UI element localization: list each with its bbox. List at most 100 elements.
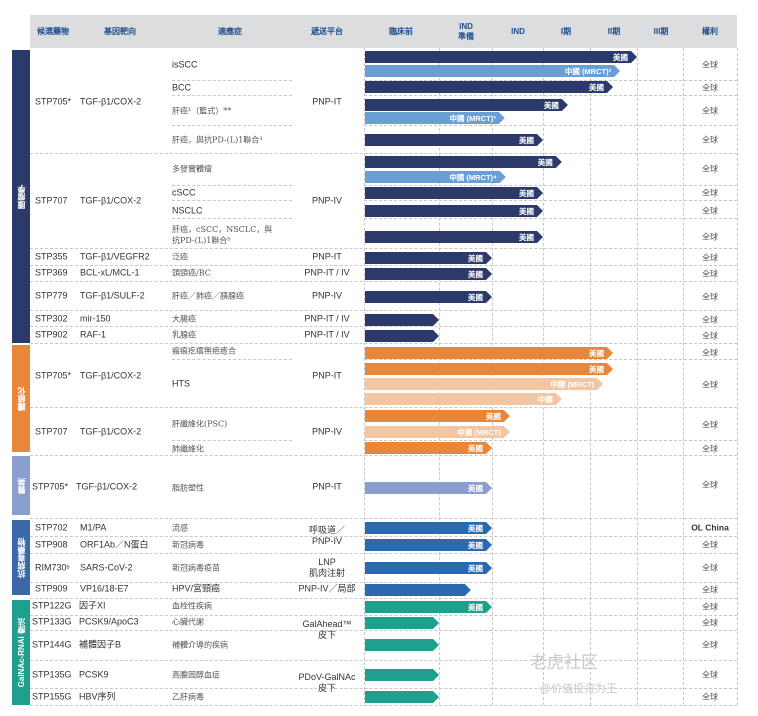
indication: 乳腺癌 bbox=[172, 330, 196, 340]
delivery-platform: PNP-IT / IV bbox=[304, 329, 350, 340]
row-divider bbox=[30, 326, 737, 327]
pipeline-progress-bar: 美國 bbox=[365, 539, 492, 551]
gene-target: TGF-β1/COX-2 bbox=[80, 426, 142, 437]
sub-row-divider bbox=[172, 200, 292, 201]
row-divider bbox=[30, 598, 737, 599]
rights-region: 全球 bbox=[702, 480, 718, 490]
rights-region: 全球 bbox=[702, 540, 718, 550]
candidate-name: STP302 bbox=[35, 313, 68, 324]
delivery-platform: PNP-IV bbox=[311, 195, 343, 206]
indication: 新冠病毒 bbox=[172, 540, 204, 550]
row-divider bbox=[30, 310, 737, 311]
indication: 肝癌，與抗PD-(L)1聯合³ bbox=[172, 135, 263, 145]
category-band: GalNAc-RNAi 療法 bbox=[12, 600, 30, 705]
pipeline-progress-bar bbox=[365, 639, 439, 651]
sub-row-divider bbox=[172, 125, 292, 126]
indication: 肝癌¹（籃式）** bbox=[172, 106, 232, 116]
indication: 補體介導的疾病 bbox=[172, 640, 228, 650]
candidate-name: STP707 bbox=[35, 426, 68, 437]
column-header: I期 bbox=[560, 26, 572, 36]
delivery-platform: 呼吸道／ PNP-IV bbox=[308, 525, 346, 546]
grid-line-vertical bbox=[737, 48, 738, 705]
candidate-name: STP369 bbox=[35, 267, 68, 278]
column-header: 遞送平台 bbox=[311, 26, 343, 36]
rights-region: 全球 bbox=[702, 292, 718, 302]
row-divider bbox=[30, 630, 737, 631]
candidate-name: STP902 bbox=[35, 329, 68, 340]
rights-region: 全球 bbox=[702, 420, 718, 430]
sub-row-divider bbox=[364, 80, 737, 81]
gene-target: TGF-β1/VEGFR2 bbox=[80, 251, 150, 262]
category-band: 纖維化 bbox=[12, 345, 30, 452]
pipeline-progress-bar: 美國 bbox=[365, 134, 543, 146]
indication: 頭頸癌/BC bbox=[172, 268, 211, 278]
indication: 新冠病毒疫苗 bbox=[172, 563, 220, 573]
pipeline-progress-bar: 美國 bbox=[365, 99, 568, 111]
pipeline-progress-bar bbox=[365, 584, 471, 596]
pipeline-progress-bar: 中國 (MRCT)³ bbox=[365, 112, 505, 124]
indication: 肺纖維化 bbox=[172, 444, 204, 454]
row-divider bbox=[30, 407, 737, 408]
column-header: IND bbox=[511, 26, 525, 36]
sub-row-divider bbox=[172, 185, 292, 186]
category-band: 抗病毒藥物 bbox=[12, 520, 30, 595]
rights-region: 全球 bbox=[702, 164, 718, 174]
pipeline-progress-bar: 中國 (MRCT)² bbox=[365, 65, 620, 77]
gene-target: 補體因子B bbox=[79, 639, 122, 650]
rights-region: 全球 bbox=[702, 602, 718, 612]
pipeline-progress-bar: 美國 bbox=[365, 363, 613, 375]
grid-line-vertical bbox=[492, 48, 493, 705]
pipeline-progress-bar: 中國 bbox=[365, 393, 562, 405]
pipeline-progress-bar: 美國 bbox=[365, 522, 492, 534]
sub-row-divider bbox=[172, 80, 292, 81]
pipeline-progress-bar: 美國 bbox=[365, 268, 492, 280]
category-label: 纖維化 bbox=[16, 386, 26, 411]
sub-row-divider bbox=[364, 125, 737, 126]
table-header bbox=[30, 15, 737, 48]
sub-row-divider bbox=[172, 440, 292, 441]
pipeline-progress-bar: 中國 (MRCT)⁴ bbox=[365, 171, 506, 183]
row-divider bbox=[30, 582, 737, 583]
gene-target: TGF-β1/COX-2 bbox=[80, 370, 142, 381]
row-divider bbox=[30, 265, 737, 266]
candidate-name: RIM730ˢ bbox=[35, 562, 70, 573]
rights-region: 全球 bbox=[702, 135, 718, 145]
indication: 脂肪塑性 bbox=[172, 483, 204, 493]
rights-region: 全球 bbox=[702, 188, 718, 198]
pipeline-progress-bar bbox=[365, 314, 439, 326]
gene-target: 因子XI bbox=[79, 600, 106, 611]
candidate-name: STP705* bbox=[32, 481, 69, 492]
gene-target: mir-150 bbox=[80, 313, 111, 324]
rights-region: 全球 bbox=[702, 640, 718, 650]
category-label: GalNAc-RNAi 療法 bbox=[16, 617, 26, 688]
pipeline-progress-bar: 中國 (MRCT) bbox=[365, 378, 603, 390]
delivery-platform: PNP-IT bbox=[312, 251, 342, 262]
pipeline-progress-bar: 美國 bbox=[365, 252, 492, 264]
sub-row-divider bbox=[364, 200, 737, 201]
indication: 肝纖維化(PSC) bbox=[172, 419, 228, 429]
category-label: 抗病毒藥物 bbox=[16, 537, 26, 578]
rights-region: 全球 bbox=[702, 269, 718, 279]
gene-target: SARS-CoV-2 bbox=[80, 562, 133, 573]
row-divider bbox=[30, 455, 737, 456]
rights-region: 全球 bbox=[702, 585, 718, 595]
rights-region: 全球 bbox=[702, 348, 718, 358]
column-header: 權利 bbox=[702, 26, 718, 36]
pipeline-progress-bar: 美國 bbox=[365, 562, 492, 574]
indication: HTS bbox=[172, 378, 190, 389]
delivery-platform: GalAhead™ 皮下 bbox=[302, 619, 352, 640]
row-divider bbox=[30, 153, 737, 154]
pipeline-progress-bar bbox=[365, 691, 439, 703]
row-divider bbox=[30, 660, 737, 661]
pipeline-progress-bar bbox=[365, 669, 439, 681]
category-band: 醫美 bbox=[12, 456, 30, 515]
sub-row-divider bbox=[364, 95, 737, 96]
grid-line-vertical bbox=[683, 48, 684, 705]
pipeline-progress-bar: 美國 bbox=[365, 601, 492, 613]
sub-row-divider bbox=[364, 218, 737, 219]
pipeline-progress-bar: 美國 bbox=[365, 231, 543, 243]
gene-target: BCL-xL/MCL-1 bbox=[80, 267, 140, 278]
indication: 瘢痕疙瘩無疤癒合 bbox=[172, 346, 236, 356]
rights-region: 全球 bbox=[702, 618, 718, 628]
rights-region: 全球 bbox=[702, 670, 718, 680]
